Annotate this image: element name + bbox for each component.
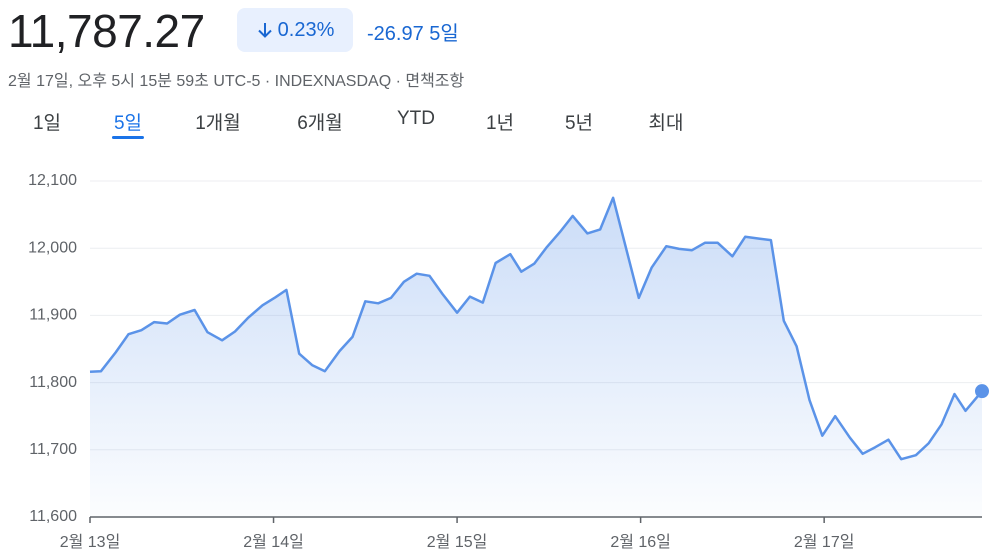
y-tick-label: 11,900 [29,307,77,324]
change: -26.97 5일 [367,17,459,46]
last-point [975,384,989,399]
y-tick-label: 11,800 [29,374,77,391]
x-tick-label: 2월 17일 [794,533,855,551]
change-period: 5일 [429,23,459,45]
x-tick-label: 2월 15일 [427,533,488,551]
area [90,197,982,518]
y-tick-label: 12,100 [28,172,77,189]
y-tick-label: 12,000 [28,239,77,256]
x-tick-label: 2월 16일 [610,533,671,551]
info-line: 2월 17일, 오후 5시 15분 59초 UTC-5 · INDEXNASDA… [8,73,465,90]
y-tick-label: 11,600 [29,508,77,525]
change-value: -26.97 [367,23,424,45]
x-tick-label: 2월 13일 [60,533,121,551]
range-tab[interactable]: 1개월 [195,113,241,134]
y-tick-label: 11,700 [29,441,77,458]
range-tab[interactable]: 5일 [111,108,145,139]
line [89,196,983,461]
range-tab[interactable]: 1년 [485,113,515,134]
price: 11,787.27 [8,5,205,57]
down-arrow [257,23,272,38]
range-tab[interactable]: 1일 [32,113,62,134]
range-tab[interactable]: 최대 [648,113,684,134]
x-tick-label: 2월 14일 [243,533,304,551]
change-badge: 0.23% [237,8,353,52]
range-tab[interactable]: YTD [397,108,435,129]
change-percent: 0.23% [277,18,335,41]
range-tab[interactable]: 5년 [564,113,594,134]
range-tab[interactable]: 6개월 [297,113,343,134]
